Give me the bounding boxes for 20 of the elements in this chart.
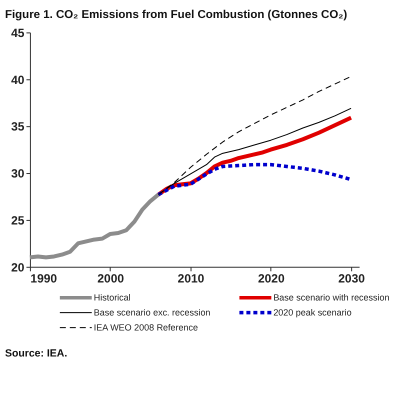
line-series bbox=[28, 192, 160, 260]
x-tick-label: 2020 bbox=[258, 271, 285, 286]
y-tick-label: 30 bbox=[11, 166, 25, 181]
legend-label: IEA WEO 2008 Reference bbox=[94, 322, 198, 333]
y-tick-label: 40 bbox=[11, 72, 25, 87]
y-tick-label: 20 bbox=[11, 260, 25, 274]
x-tick-label: 2000 bbox=[97, 271, 124, 286]
legend-label: Historical bbox=[94, 292, 131, 303]
legend-label: Base scenario with recession bbox=[273, 292, 390, 303]
x-tick-label: 2030 bbox=[338, 271, 366, 286]
y-tick-label: 35 bbox=[11, 120, 25, 134]
legend-label: Base scenario exc. recession bbox=[94, 308, 210, 318]
line-series bbox=[156, 162, 353, 196]
x-tick-label: 2010 bbox=[178, 271, 205, 286]
source-note: Source: IEA. bbox=[4, 348, 68, 360]
legend-label: 2020 peak scenario bbox=[273, 308, 352, 318]
y-tick-label: 25 bbox=[11, 213, 25, 228]
y-tick-label: 45 bbox=[11, 26, 25, 40]
chart-title: Figure 1. CO₂ Emissions from Fuel Combustion (Gtonnes CO₂) bbox=[4, 8, 348, 21]
x-tick-label: 1990 bbox=[30, 271, 58, 286]
